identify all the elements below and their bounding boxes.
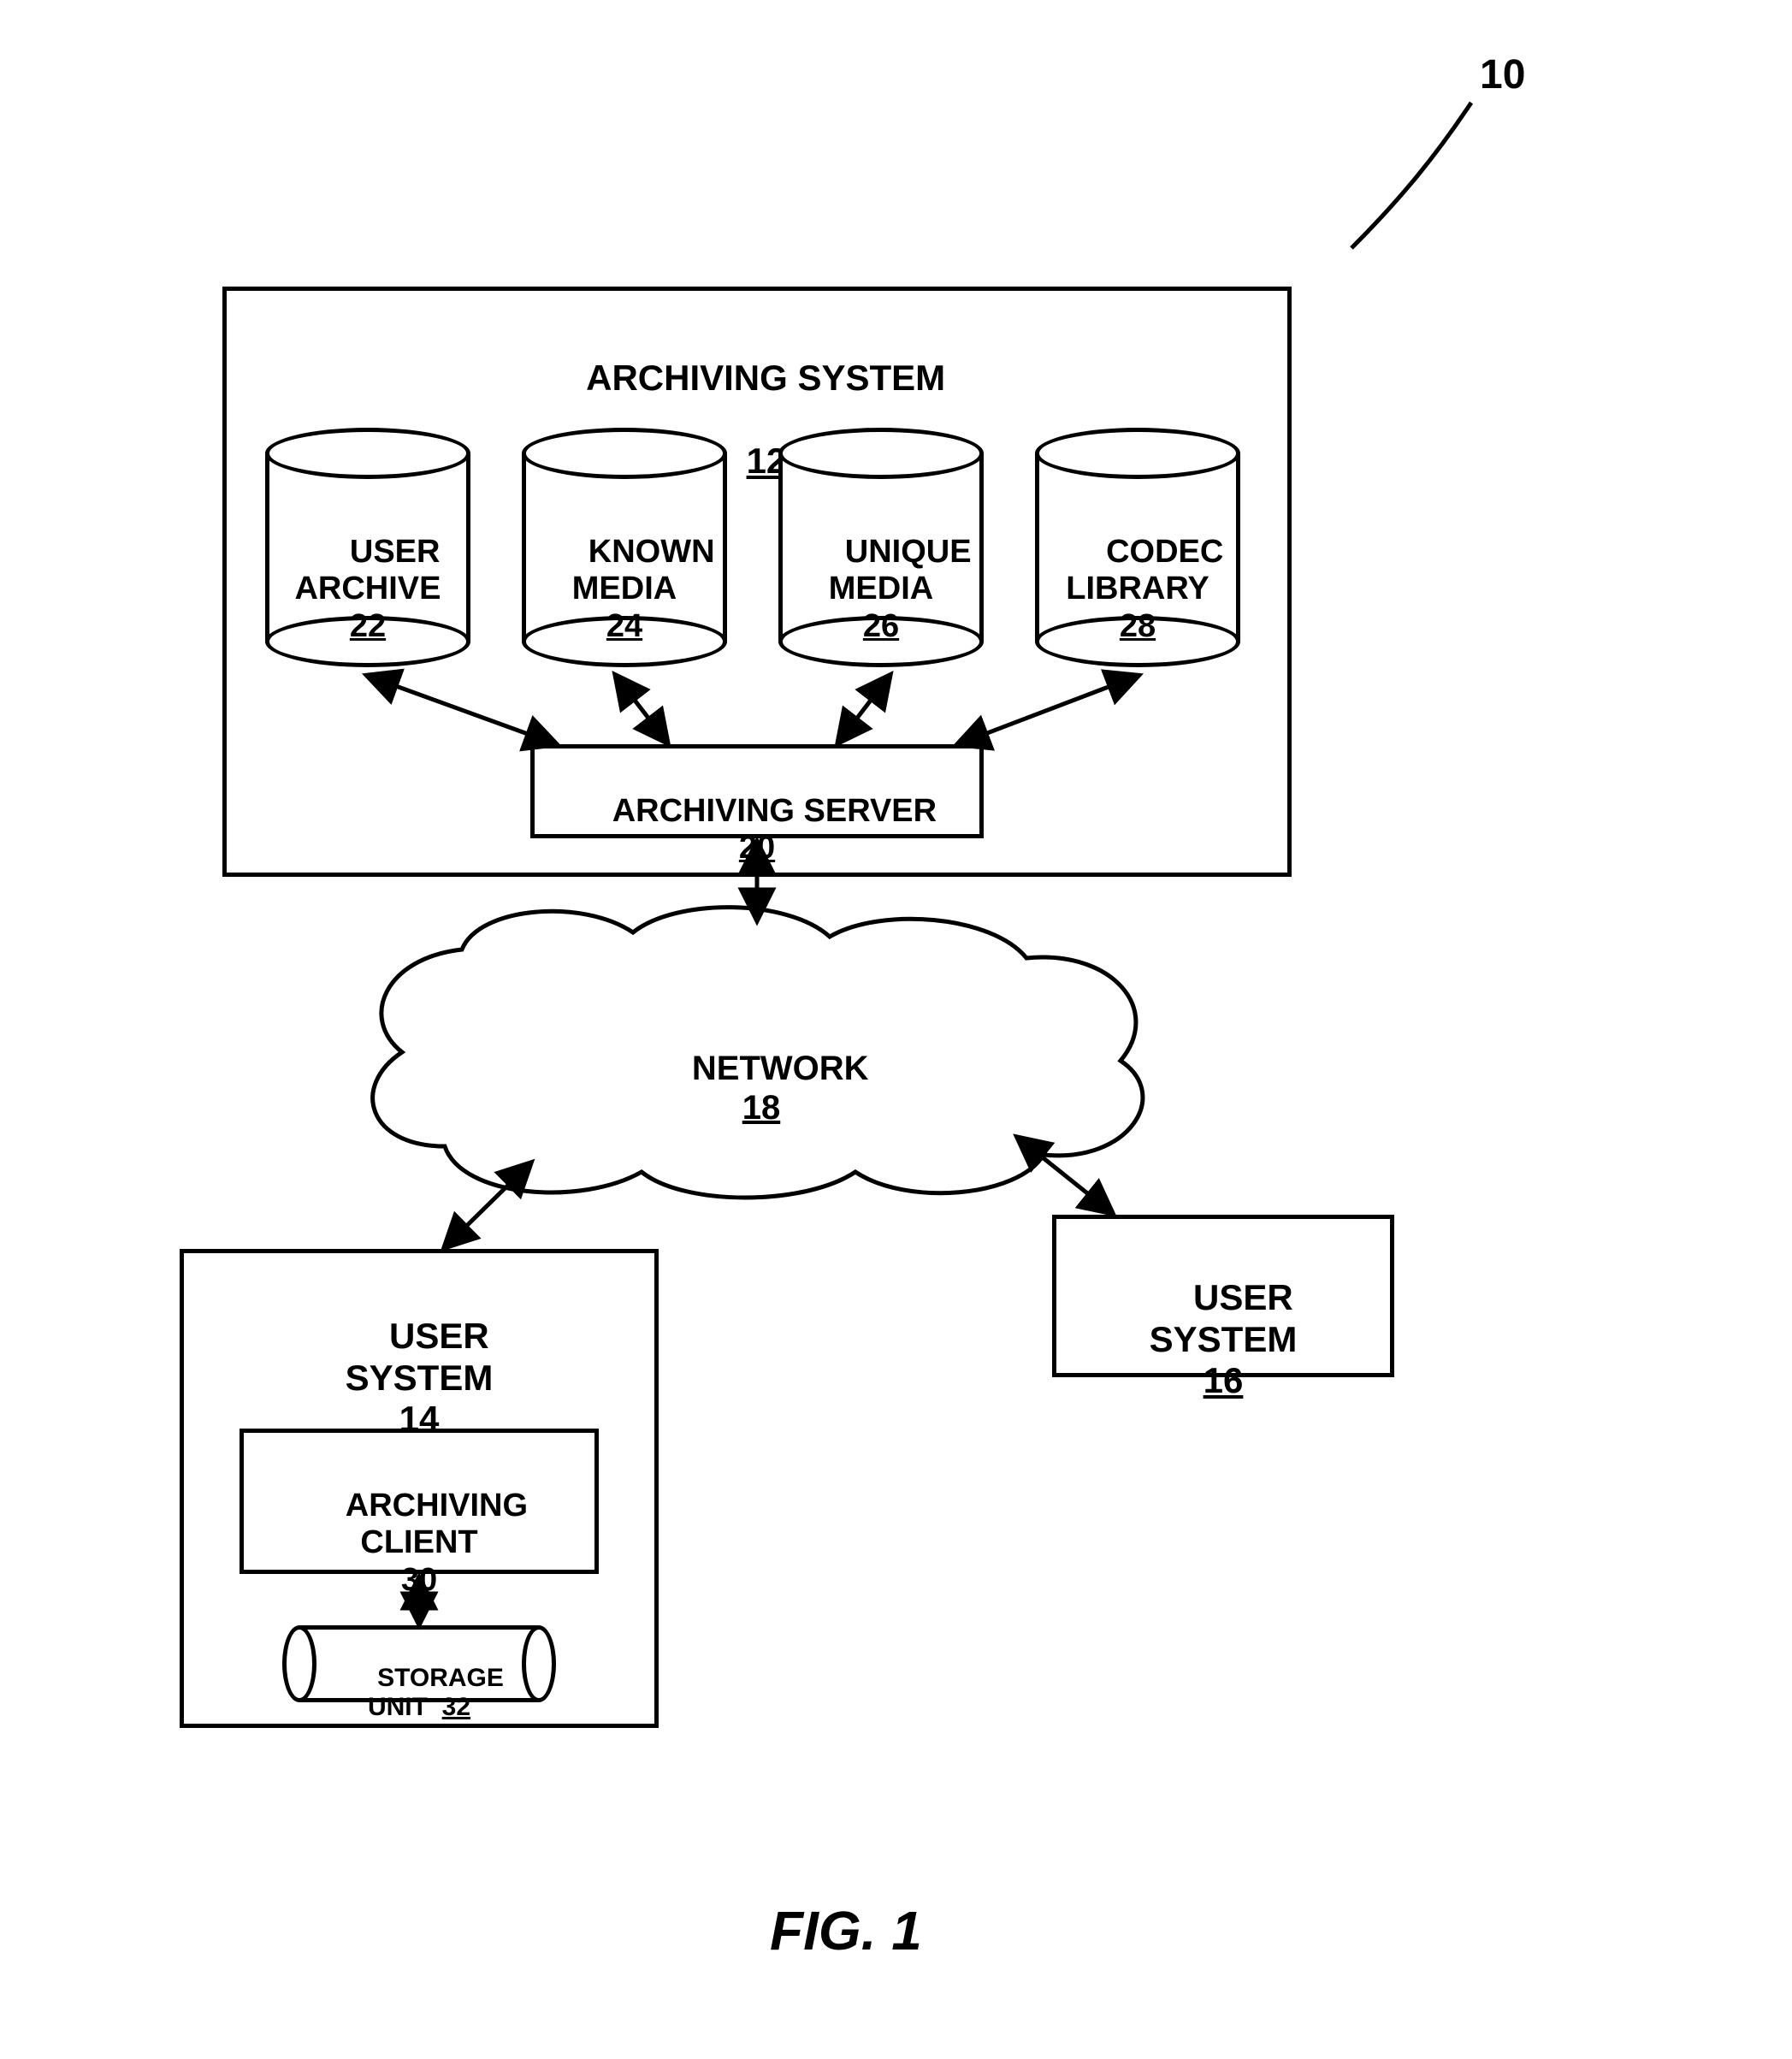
- user-system-14-title-text: USER SYSTEM: [346, 1316, 494, 1397]
- user-archive-ref: 22: [350, 608, 386, 644]
- archiving-client-label: ARCHIVING CLIENT30: [240, 1450, 599, 1636]
- diagram-ref-10: 10: [1480, 51, 1525, 98]
- codec-library-ref: 28: [1120, 608, 1156, 644]
- unique-media-title: UNIQUE MEDIA: [829, 534, 972, 607]
- storage-unit-title: STORAGE UNIT: [368, 1664, 504, 1722]
- known-media-ref: 24: [606, 608, 642, 644]
- codec-library-title: CODEC LIBRARY: [1066, 534, 1223, 607]
- unique-media-ref: 26: [863, 608, 899, 644]
- network-title: NETWORK: [692, 1050, 869, 1087]
- codec-library-cylinder: CODEC LIBRARY28: [1035, 428, 1240, 667]
- unique-media-cylinder: UNIQUE MEDIA26: [778, 428, 984, 667]
- archiving-client-title: ARCHIVING CLIENT: [346, 1488, 528, 1561]
- archiving-server-title: ARCHIVING SERVER: [612, 793, 937, 829]
- network-ref: 18: [742, 1089, 781, 1127]
- user-system-16-title: USER SYSTEM: [1150, 1277, 1298, 1358]
- archiving-client-ref: 30: [401, 1562, 437, 1598]
- network-label: NETWORK18: [650, 1009, 872, 1167]
- figure-caption: FIG. 1: [770, 1899, 922, 1962]
- archiving-server-ref: 20: [739, 830, 775, 866]
- storage-unit-ref: 32: [442, 1693, 470, 1721]
- archiving-server-label: ARCHIVING SERVER20: [530, 755, 984, 905]
- known-media-cylinder: KNOWN MEDIA24: [522, 428, 727, 667]
- archiving-system-title-text: ARCHIVING SYSTEM: [586, 358, 945, 398]
- diagram-canvas: 10 ARCHIVING SYSTEM 12 USER ARCHIVE22 KN…: [0, 0, 1792, 2059]
- user-archive-title: USER ARCHIVE: [294, 534, 441, 607]
- user-archive-cylinder: USER ARCHIVE22: [265, 428, 470, 667]
- storage-unit-cylinder: STORAGE UNIT 32: [282, 1625, 556, 1702]
- user-system-16-label: USER SYSTEM16: [1052, 1236, 1394, 1442]
- user-system-16-ref: 16: [1204, 1360, 1244, 1400]
- known-media-title: KNOWN MEDIA: [572, 534, 715, 607]
